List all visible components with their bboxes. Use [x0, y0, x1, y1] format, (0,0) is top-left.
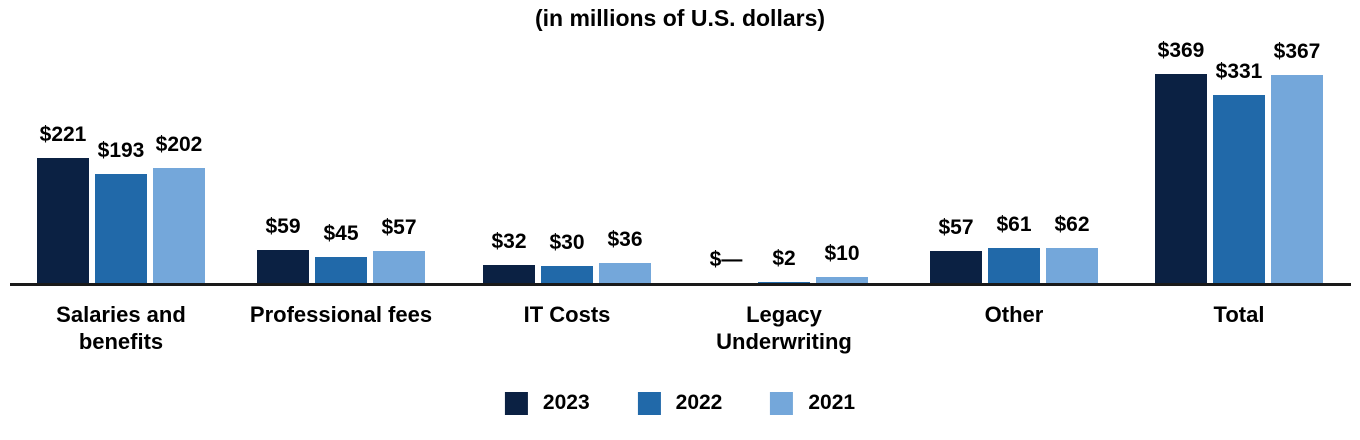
- legend-swatch-icon: [504, 391, 528, 415]
- bar: [315, 257, 367, 283]
- value-label: $202: [155, 133, 203, 156]
- bar-slot: $57: [373, 216, 425, 283]
- value-label: $369: [1157, 39, 1205, 62]
- legend-label: 2023: [542, 391, 590, 414]
- bar: [483, 265, 535, 283]
- bar: [153, 168, 205, 283]
- category-label: IT Costs: [523, 302, 611, 327]
- category-label: Legacy Underwriting: [716, 302, 852, 354]
- bar-group: $32 $30 $36: [483, 228, 651, 283]
- category-label: Professional fees: [249, 302, 433, 327]
- value-label: $57: [381, 216, 417, 239]
- bar-slot: $30: [541, 231, 593, 283]
- bar-group: $369 $331 $367: [1155, 39, 1323, 283]
- bar-slot: $10: [816, 242, 868, 283]
- bar: [95, 174, 147, 283]
- bar: [1046, 248, 1098, 283]
- legend-label: 2022: [675, 391, 723, 414]
- value-label: $221: [39, 123, 87, 146]
- bar-group: $— $2 $10: [700, 242, 868, 283]
- bar-slot: $61: [988, 213, 1040, 283]
- bar-slot: $—: [700, 248, 752, 283]
- bar-group: $59 $45 $57: [257, 215, 425, 283]
- bar: [988, 248, 1040, 283]
- bar: [1271, 75, 1323, 283]
- legend-label: 2021: [808, 391, 856, 414]
- category-label: Salaries and benefits: [56, 302, 186, 354]
- value-label: $331: [1215, 60, 1263, 83]
- value-label: $61: [996, 213, 1032, 236]
- bar-slot: $193: [95, 139, 147, 283]
- legend-item: 2022: [637, 391, 723, 415]
- bar-slot: $57: [930, 216, 982, 283]
- bar: [1213, 95, 1265, 283]
- bar-slot: $36: [599, 228, 651, 283]
- bar-slot: $32: [483, 230, 535, 283]
- value-label: $62: [1054, 213, 1090, 236]
- legend-swatch-icon: [637, 391, 661, 415]
- bar-slot: $221: [37, 123, 89, 283]
- value-label: $10: [824, 242, 860, 265]
- value-label: $367: [1273, 40, 1321, 63]
- legend: 2023 2022 2021: [504, 391, 855, 415]
- value-label: $59: [265, 215, 301, 238]
- chart-title: (in millions of U.S. dollars): [534, 5, 826, 31]
- value-label: $2: [772, 247, 796, 270]
- value-label: $45: [323, 222, 359, 245]
- bar: [930, 251, 982, 283]
- legend-swatch-icon: [770, 391, 794, 415]
- bar-slot: $62: [1046, 213, 1098, 283]
- bar: [816, 277, 868, 283]
- bar-slot: $369: [1155, 39, 1207, 283]
- bar-slot: $367: [1271, 40, 1323, 283]
- x-axis-line: [10, 283, 1351, 286]
- bar: [541, 266, 593, 283]
- category-label: Total: [1213, 302, 1265, 327]
- value-label: $—: [709, 248, 743, 271]
- value-label: $36: [607, 228, 643, 251]
- bar-slot: $2: [758, 247, 810, 283]
- bar: [257, 250, 309, 283]
- value-label: $30: [549, 231, 585, 254]
- bar: [37, 158, 89, 283]
- bar-slot: $45: [315, 222, 367, 283]
- value-label: $57: [938, 216, 974, 239]
- bar-slot: $59: [257, 215, 309, 283]
- bar: [758, 282, 810, 283]
- bar: [599, 263, 651, 283]
- legend-item: 2021: [770, 391, 855, 415]
- bar-slot: $331: [1213, 60, 1265, 283]
- category-label: Other: [984, 302, 1044, 327]
- value-label: $193: [97, 139, 145, 162]
- bar-slot: $202: [153, 133, 205, 283]
- legend-item: 2023: [504, 391, 590, 415]
- bar: [1155, 74, 1207, 283]
- bar-group: $221 $193 $202: [37, 123, 205, 283]
- bar: [373, 251, 425, 283]
- value-label: $32: [491, 230, 527, 253]
- bar-group: $57 $61 $62: [930, 213, 1098, 283]
